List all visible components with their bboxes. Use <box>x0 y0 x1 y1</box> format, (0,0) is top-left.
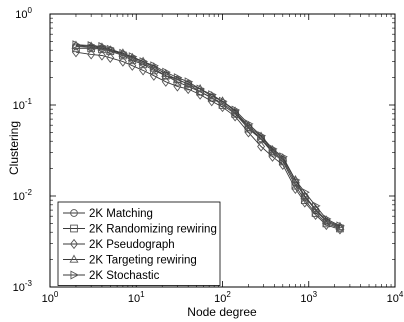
y-tick-label: 10-1 <box>13 97 33 112</box>
y-axis-label: Clustering <box>7 121 21 175</box>
data-point <box>162 67 171 77</box>
legend-label: 2K Randomizing rewiring <box>89 224 217 236</box>
data-point <box>106 52 115 63</box>
y-tick-label: 10-3 <box>13 279 33 294</box>
legend-item: 2K Randomizing rewiring <box>63 224 217 236</box>
data-point <box>207 96 216 107</box>
data-point <box>231 111 240 122</box>
series-5 <box>72 40 345 231</box>
data-point <box>71 47 80 58</box>
data-point <box>231 105 241 115</box>
data-point <box>106 44 116 54</box>
legend-label: 2K Pseudograph <box>89 239 175 251</box>
data-point <box>322 214 332 224</box>
data-point <box>98 41 107 51</box>
data-point <box>118 56 127 67</box>
data-point <box>196 84 206 94</box>
data-point <box>128 60 137 71</box>
legend-marker <box>70 270 80 280</box>
data-point <box>268 151 277 162</box>
data-point <box>173 73 183 83</box>
data-point <box>291 175 301 185</box>
legend-marker <box>70 209 78 217</box>
data-point <box>268 144 278 154</box>
legend-marker <box>70 238 78 250</box>
legend-label: 2K Stochastic <box>89 270 160 282</box>
data-point <box>184 77 194 87</box>
series-line <box>75 45 341 229</box>
data-point <box>119 48 128 58</box>
data-point <box>257 141 266 152</box>
y-tick-label: 10-2 <box>13 188 33 203</box>
x-tick-label: 101 <box>128 290 145 305</box>
series-line <box>75 45 341 228</box>
data-point <box>257 131 267 141</box>
data-point <box>311 209 320 221</box>
data-point <box>291 183 300 194</box>
series-4 <box>71 40 345 230</box>
legend-item: 2K Pseudograph <box>63 238 175 251</box>
data-point <box>208 90 217 100</box>
series-3 <box>71 47 344 235</box>
data-point <box>161 76 170 87</box>
axes-layer: 100 101 102 103 104 10-3 10-2 10-1 100 <box>13 6 404 305</box>
series-line <box>76 47 341 229</box>
legend-marker <box>70 224 78 233</box>
data-point <box>256 131 266 140</box>
legend: 2K Matching 2K Randomizing rewiring 2K Pse… <box>57 201 221 286</box>
data-point <box>218 101 227 113</box>
data-point <box>322 219 331 231</box>
data-point <box>196 89 205 100</box>
data-point <box>336 221 345 231</box>
legend-item: 2K Matching <box>63 208 153 220</box>
legend-item: 2K Stochastic <box>63 270 160 282</box>
data-point <box>184 83 193 95</box>
data-point <box>244 127 253 138</box>
legend-item: 2K Targeting rewiring <box>63 254 197 267</box>
data-point <box>301 187 310 197</box>
data-point <box>87 49 96 60</box>
data-point <box>335 221 345 230</box>
plot-layer <box>71 40 345 235</box>
data-point <box>139 65 148 76</box>
y-tick-label: 100 <box>15 6 32 21</box>
legend-marker <box>69 254 79 263</box>
data-point <box>335 224 344 235</box>
data-point <box>278 159 287 170</box>
x-tick-label: 102 <box>214 290 231 305</box>
data-point <box>128 52 138 62</box>
x-tick-label: 100 <box>42 290 59 305</box>
data-point <box>150 61 159 71</box>
x-tick-label: 104 <box>387 290 404 305</box>
data-point <box>244 119 254 129</box>
data-point <box>149 70 158 81</box>
data-point <box>218 96 228 106</box>
legend-label: 2K Targeting rewiring <box>89 255 197 267</box>
x-tick-label: 103 <box>300 290 317 305</box>
data-point <box>87 41 97 51</box>
legend-label: 2K Matching <box>89 208 153 220</box>
data-point <box>300 197 309 208</box>
data-point <box>279 152 288 162</box>
data-point <box>97 50 106 61</box>
x-axis-label: Node degree <box>187 305 257 319</box>
data-point <box>268 145 278 154</box>
data-point <box>173 81 182 92</box>
data-point <box>139 57 149 67</box>
series-line <box>75 44 341 227</box>
data-point <box>312 201 321 211</box>
data-point <box>72 40 82 50</box>
